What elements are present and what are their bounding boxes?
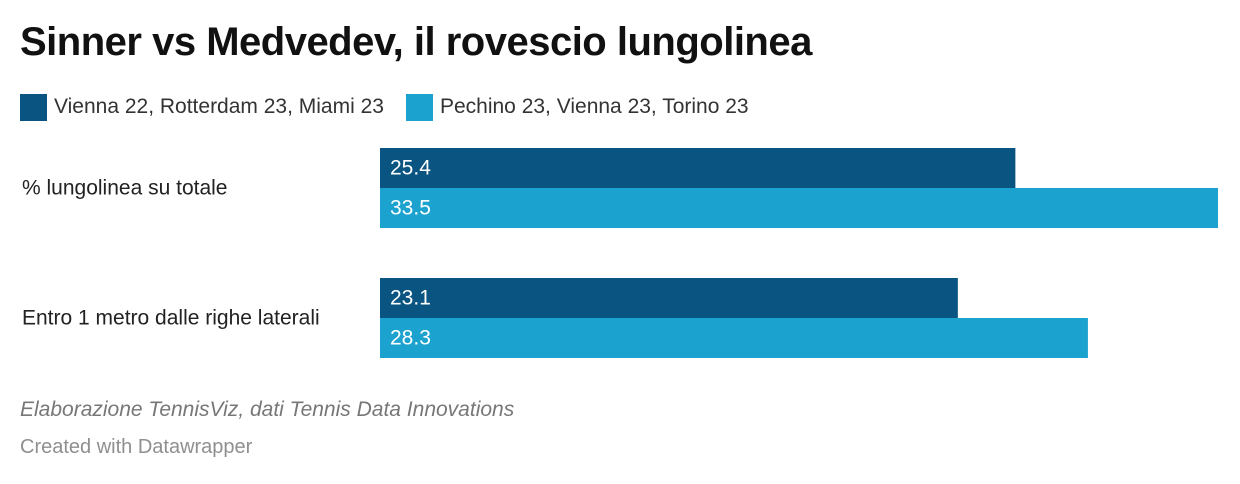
bar-value-label: 25.4 [390,157,431,180]
bar-value-label: 33.5 [390,197,431,220]
credit-footer: Created with Datawrapper [20,436,253,458]
legend-item-series-1: Vienna 22, Rotterdam 23, Miami 23 [20,93,384,121]
legend-label-series-2: Pechino 23, Vienna 23, Torino 23 [439,95,749,118]
chart-title: Sinner vs Medvedev, il rovescio lungolin… [20,20,812,64]
category-label: Entro 1 metro dalle righe laterali [22,307,320,330]
bar-value-label: 23.1 [390,287,431,310]
legend: Vienna 22, Rotterdam 23, Miami 23 Pechin… [20,91,771,123]
legend-swatch-series-1 [20,93,47,121]
bar-series-1 [380,148,1016,188]
bar-series-1 [380,278,958,318]
bar-value-label: 28.3 [390,327,431,350]
source-note: Elaborazione TennisViz, dati Tennis Data… [20,398,515,421]
bar-series-2 [380,318,1088,358]
legend-item-series-2: Pechino 23, Vienna 23, Torino 23 [405,93,749,121]
bar-series-2 [380,188,1218,228]
legend-label-series-1: Vienna 22, Rotterdam 23, Miami 23 [54,95,384,118]
category-label: % lungolinea su totale [22,177,227,200]
legend-swatch-series-2 [405,93,433,121]
